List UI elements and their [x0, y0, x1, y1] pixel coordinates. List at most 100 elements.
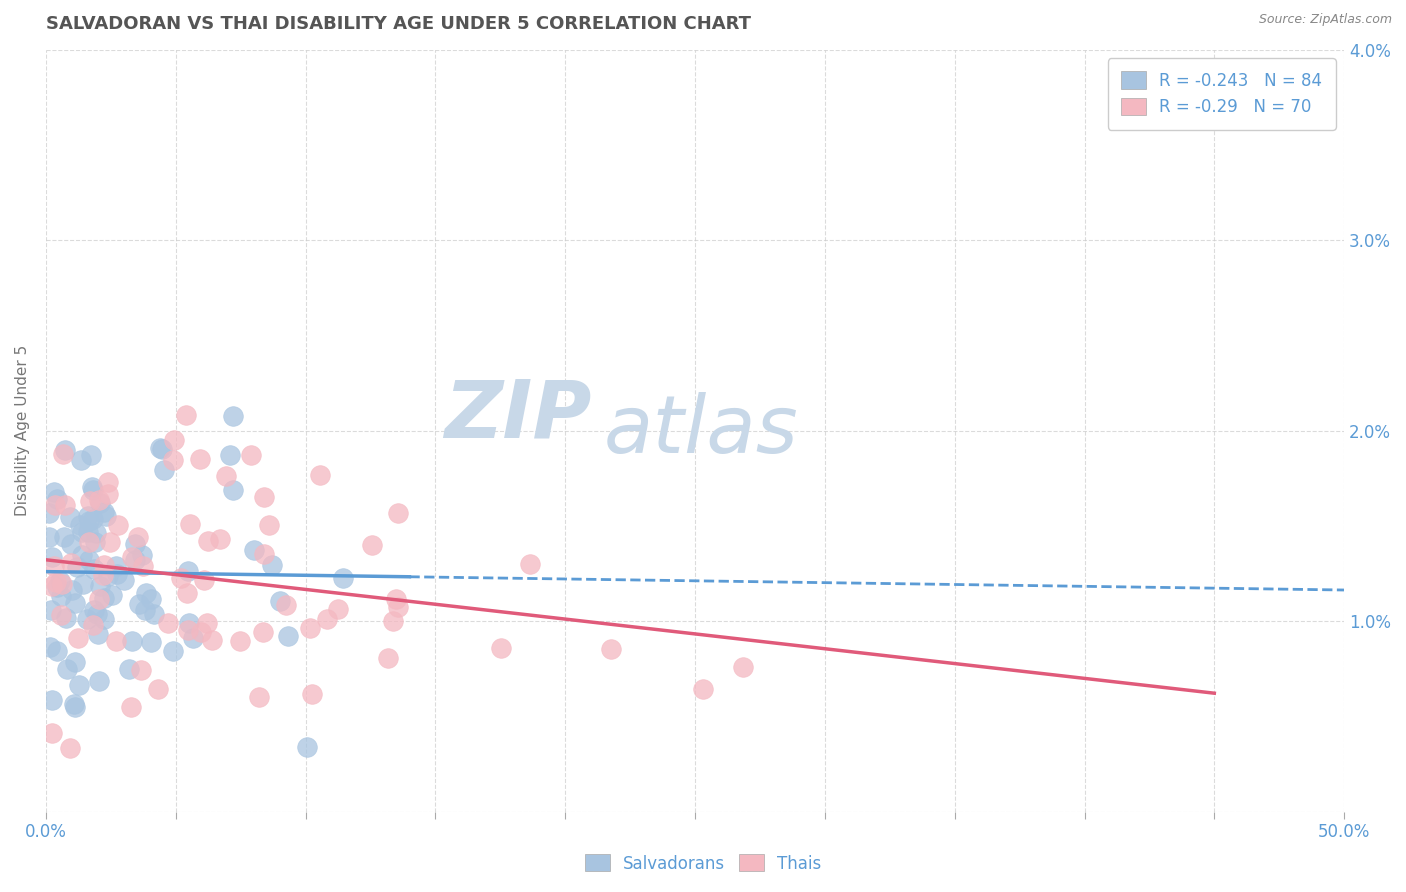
- Point: [118, 662, 141, 676]
- Point: [104, 634, 127, 648]
- Point: [89, 493, 111, 508]
- Point: [124, 537, 146, 551]
- Point: [93, 558, 115, 572]
- Point: [67, 678, 90, 692]
- Point: [257, 518, 280, 533]
- Point: [733, 660, 755, 674]
- Point: [190, 452, 212, 467]
- Point: [332, 571, 354, 585]
- Point: [97, 475, 120, 489]
- Point: [385, 592, 408, 607]
- Point: [65, 560, 87, 574]
- Point: [129, 663, 152, 677]
- Point: [56, 661, 79, 675]
- Point: [87, 673, 110, 688]
- Point: [243, 542, 266, 557]
- Point: [96, 508, 118, 523]
- Point: [195, 616, 218, 631]
- Point: [377, 651, 399, 665]
- Point: [247, 690, 270, 705]
- Point: [63, 700, 86, 714]
- Point: [328, 601, 350, 615]
- Legend: Salvadorans, Thais: Salvadorans, Thais: [578, 847, 828, 880]
- Point: [387, 506, 409, 520]
- Point: [120, 700, 142, 714]
- Point: [89, 579, 111, 593]
- Point: [77, 553, 100, 567]
- Point: [382, 614, 405, 628]
- Point: [41, 693, 63, 707]
- Point: [274, 598, 297, 612]
- Point: [60, 537, 83, 551]
- Point: [131, 548, 153, 562]
- Point: [121, 634, 143, 648]
- Point: [59, 510, 82, 524]
- Point: [107, 567, 129, 582]
- Point: [301, 687, 323, 701]
- Point: [692, 681, 714, 696]
- Point: [51, 589, 73, 603]
- Point: [93, 611, 115, 625]
- Point: [174, 408, 197, 422]
- Point: [83, 561, 105, 575]
- Point: [76, 612, 98, 626]
- Point: [179, 517, 201, 532]
- Point: [308, 467, 330, 482]
- Point: [240, 449, 263, 463]
- Point: [72, 524, 94, 539]
- Point: [38, 530, 60, 544]
- Point: [87, 626, 110, 640]
- Point: [97, 487, 120, 501]
- Point: [163, 433, 186, 447]
- Point: [93, 505, 115, 519]
- Point: [76, 509, 98, 524]
- Point: [222, 409, 245, 424]
- Point: [141, 635, 163, 649]
- Point: [491, 640, 513, 655]
- Point: [76, 525, 98, 540]
- Point: [141, 591, 163, 606]
- Point: [519, 558, 541, 572]
- Point: [63, 656, 86, 670]
- Text: ZIP: ZIP: [444, 376, 591, 454]
- Point: [229, 634, 252, 648]
- Point: [62, 583, 84, 598]
- Point: [215, 469, 238, 483]
- Point: [49, 574, 72, 588]
- Point: [38, 506, 60, 520]
- Point: [49, 608, 72, 623]
- Point: [193, 574, 215, 588]
- Point: [52, 447, 75, 461]
- Point: [179, 616, 201, 631]
- Point: [53, 499, 76, 513]
- Point: [86, 607, 108, 621]
- Point: [46, 580, 69, 594]
- Point: [82, 480, 104, 494]
- Point: [253, 490, 276, 504]
- Point: [149, 441, 172, 455]
- Point: [59, 740, 82, 755]
- Point: [131, 559, 153, 574]
- Point: [387, 600, 409, 615]
- Point: [82, 618, 104, 632]
- Point: [162, 453, 184, 467]
- Point: [72, 577, 94, 591]
- Point: [77, 514, 100, 528]
- Point: [83, 602, 105, 616]
- Point: [42, 484, 65, 499]
- Point: [127, 530, 149, 544]
- Point: [121, 550, 143, 565]
- Point: [190, 625, 212, 640]
- Point: [134, 603, 156, 617]
- Point: [39, 602, 62, 616]
- Point: [277, 629, 299, 643]
- Point: [112, 573, 135, 587]
- Point: [80, 449, 103, 463]
- Text: atlas: atlas: [605, 392, 799, 470]
- Point: [146, 681, 169, 696]
- Y-axis label: Disability Age Under 5: Disability Age Under 5: [15, 345, 30, 516]
- Point: [84, 525, 107, 540]
- Point: [77, 535, 100, 549]
- Point: [69, 518, 91, 533]
- Point: [91, 568, 114, 582]
